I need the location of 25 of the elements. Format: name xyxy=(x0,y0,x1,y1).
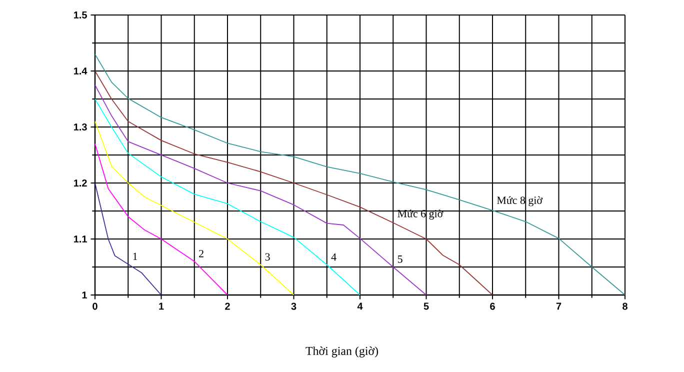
y-tick-label: 1.2 xyxy=(74,180,87,186)
series-label: 2 xyxy=(199,250,204,258)
x-tick-label: 7 xyxy=(556,302,562,310)
x-axis-title: Thời gian (giờ) xyxy=(306,346,378,358)
line-series xyxy=(95,70,493,295)
y-tick-label: 1.1 xyxy=(74,236,87,242)
y-tick-label: 1.5 xyxy=(74,12,87,18)
x-tick-label: 6 xyxy=(490,302,495,310)
series-label: Mức 8 giờ xyxy=(497,196,543,206)
y-tick-label: 1 xyxy=(82,292,87,298)
x-tick-label: 0 xyxy=(92,302,98,310)
series-label: 1 xyxy=(133,252,138,260)
x-tick-label: 5 xyxy=(424,302,429,310)
x-tick-label: 8 xyxy=(622,302,628,310)
line-series xyxy=(95,143,228,295)
y-tick-label: 1.4 xyxy=(74,68,88,74)
series-label: 5 xyxy=(398,256,402,263)
x-tick-label: 3 xyxy=(291,302,296,310)
y-tick-label: 1.3 xyxy=(74,123,87,131)
x-tick-label: 1 xyxy=(159,302,164,310)
x-tick-label: 4 xyxy=(357,302,363,310)
series-label: 4 xyxy=(331,253,336,261)
x-tick-label: 2 xyxy=(225,302,230,310)
line-series xyxy=(95,98,360,295)
series-label: 3 xyxy=(265,253,270,261)
